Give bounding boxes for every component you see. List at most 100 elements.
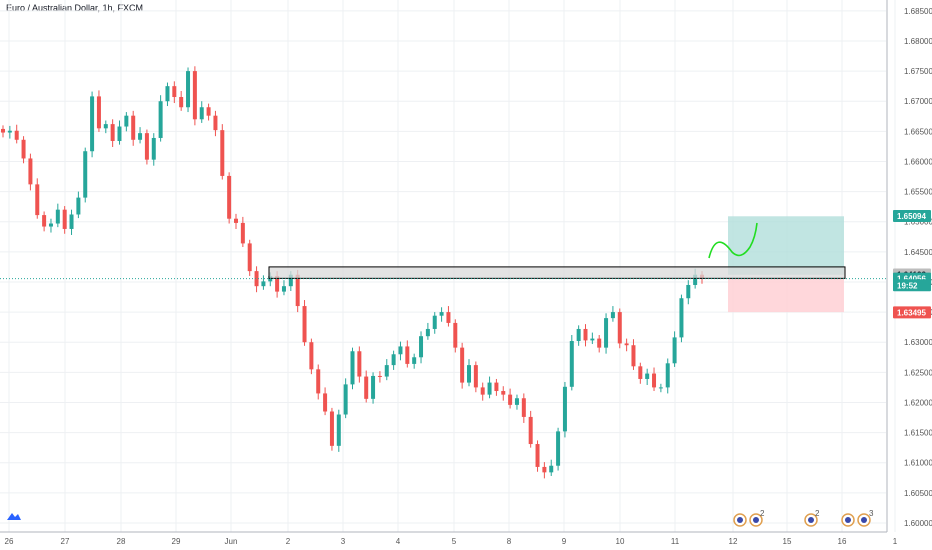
event-marker-dot	[845, 517, 851, 523]
candle-body	[350, 351, 355, 385]
candle-body	[151, 137, 156, 160]
candle-body	[652, 373, 657, 388]
y-tick-label: 1.68000	[904, 37, 932, 46]
candle-body	[679, 298, 684, 338]
price-badge-label: 1.64056	[897, 275, 926, 284]
candle-body	[446, 312, 451, 323]
candle-body	[508, 394, 513, 405]
candle-body	[576, 328, 581, 342]
y-tick-label: 1.64500	[904, 248, 932, 257]
resistance-zone-box	[268, 266, 846, 279]
candle-body	[275, 275, 280, 292]
candle-body	[247, 243, 252, 272]
event-marker-dot	[861, 517, 867, 523]
x-tick-label: 15	[783, 537, 792, 546]
candle-body	[234, 218, 238, 223]
event-marker-dot	[753, 517, 759, 523]
candle-body	[357, 351, 362, 377]
y-tick-label: 1.60500	[904, 489, 932, 498]
x-tick-label: 2	[286, 537, 291, 546]
tradingview-logo-icon	[7, 513, 21, 520]
stop-zone	[728, 278, 844, 313]
candle-body	[62, 209, 67, 229]
candle-body	[528, 416, 533, 445]
candle-body	[384, 365, 389, 377]
price-badge-label: 1.63495	[897, 308, 926, 317]
event-count-label: 3	[869, 509, 874, 518]
candle-body	[425, 328, 430, 337]
candle-body	[295, 274, 300, 307]
event-marker-dot	[808, 517, 814, 523]
y-tick-label: 1.63000	[904, 338, 932, 347]
candle-body	[364, 376, 369, 399]
candle-body	[460, 347, 465, 383]
projection-arrow	[708, 222, 758, 259]
candle-body	[35, 184, 40, 216]
x-tick-label: 1	[893, 537, 898, 546]
candle-body	[199, 107, 204, 120]
candle-body	[1, 128, 5, 133]
y-tick-label: 1.62000	[904, 398, 932, 407]
candle-body	[398, 346, 403, 355]
candle-body	[329, 411, 334, 446]
candle-body	[281, 286, 286, 292]
candle-body	[377, 375, 382, 377]
x-tick-label: 12	[729, 537, 738, 546]
x-tick-label: 4	[396, 537, 401, 546]
x-tick-label: 29	[172, 537, 181, 546]
candle-body	[535, 444, 540, 467]
candle-body	[336, 414, 341, 446]
candle-body	[21, 139, 26, 159]
candle-body	[412, 357, 417, 364]
candle-body	[343, 384, 348, 415]
target-zone	[728, 216, 844, 275]
candle-body	[172, 86, 177, 98]
candle-body	[144, 133, 149, 160]
candle-body	[179, 97, 184, 108]
chart-title: Euro / Australian Dollar, 1h, FXCM	[6, 3, 144, 13]
x-tick-label: 16	[838, 537, 847, 546]
candle-body	[672, 337, 677, 364]
candle-body	[439, 312, 444, 316]
candle-body	[371, 375, 376, 399]
candle-body	[473, 365, 478, 388]
candle-body	[432, 315, 437, 329]
candle-body	[638, 366, 643, 379]
candle-body	[501, 391, 506, 395]
x-tick-label: 8	[507, 537, 512, 546]
candle-body	[597, 338, 602, 348]
x-tick-label: 10	[616, 537, 625, 546]
candle-body	[590, 338, 595, 341]
candle-body	[213, 115, 218, 131]
candle-body	[69, 214, 74, 229]
candle-body	[186, 71, 191, 108]
y-tick-label: 1.62500	[904, 368, 932, 377]
price-badge-label: 19:52	[897, 281, 918, 290]
candle-body	[624, 343, 629, 346]
y-tick-label: 1.68500	[904, 7, 932, 16]
candle-body	[617, 312, 622, 344]
candle-body	[583, 328, 588, 341]
candle-body	[549, 465, 554, 473]
candle-body	[220, 130, 225, 176]
candle-body	[631, 345, 636, 367]
y-tick-label: 1.66500	[904, 127, 932, 136]
candle-body	[206, 107, 211, 116]
candle-body	[96, 96, 101, 129]
candle-body	[131, 115, 136, 140]
x-tick-label: 9	[562, 537, 567, 546]
x-tick-label: 26	[5, 537, 14, 546]
x-tick-label: 27	[61, 537, 70, 546]
y-tick-label: 1.60000	[904, 519, 932, 528]
candle-body	[487, 382, 492, 395]
y-tick-label: 1.61000	[904, 459, 932, 468]
candle-body	[138, 133, 143, 140]
y-tick-label: 1.67000	[904, 97, 932, 106]
event-marker-dot	[737, 517, 743, 523]
price-badge	[893, 279, 931, 292]
candle-body	[227, 175, 232, 219]
x-tick-label: 3	[341, 537, 346, 546]
candle-body	[14, 130, 19, 140]
x-tick-label: 5	[452, 537, 457, 546]
